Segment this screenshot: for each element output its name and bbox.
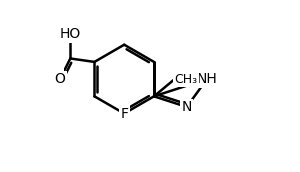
Text: N: N [182, 100, 192, 114]
Text: HO: HO [60, 27, 81, 41]
Text: CH₃: CH₃ [175, 73, 198, 86]
Text: F: F [120, 106, 128, 121]
Text: NH: NH [196, 72, 217, 86]
Text: O: O [55, 72, 65, 86]
